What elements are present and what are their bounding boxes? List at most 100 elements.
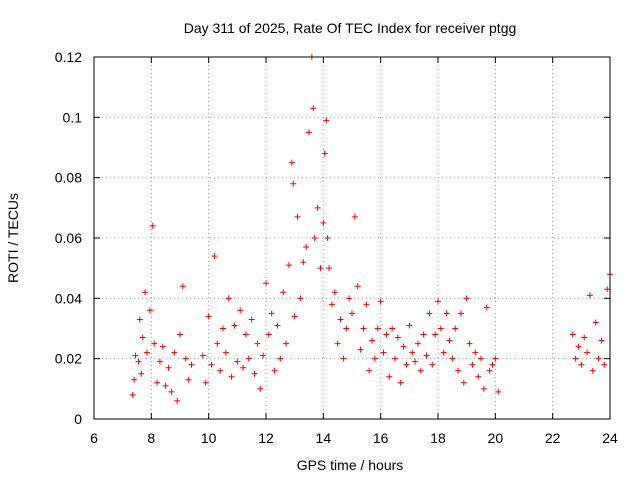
data-point bbox=[263, 280, 269, 287]
data-point bbox=[257, 385, 264, 392]
data-point bbox=[328, 301, 335, 308]
y-tick-label: 0.08 bbox=[55, 170, 82, 186]
x-axis-label: GPS time / hours bbox=[297, 457, 404, 473]
x-tick-label: 18 bbox=[430, 430, 446, 446]
data-point bbox=[592, 319, 599, 326]
data-point bbox=[251, 370, 258, 377]
x-tick-label: 20 bbox=[488, 430, 504, 446]
data-point bbox=[483, 304, 490, 311]
data-point bbox=[228, 373, 235, 380]
data-point bbox=[414, 340, 421, 347]
data-point bbox=[135, 358, 142, 365]
data-point bbox=[297, 295, 304, 302]
data-point bbox=[397, 379, 404, 386]
data-point bbox=[311, 235, 318, 241]
data-point bbox=[271, 367, 278, 374]
data-point bbox=[475, 373, 482, 380]
data-point bbox=[274, 322, 281, 329]
data-point bbox=[575, 343, 582, 350]
data-point bbox=[283, 340, 290, 347]
data-point bbox=[314, 204, 321, 211]
data-point bbox=[211, 253, 218, 260]
data-point bbox=[457, 310, 464, 317]
x-tick-label: 12 bbox=[258, 430, 274, 446]
data-point bbox=[151, 340, 158, 347]
data-point bbox=[303, 244, 310, 251]
y-tick-label: 0.04 bbox=[55, 290, 82, 306]
data-point bbox=[248, 316, 255, 323]
data-point bbox=[403, 361, 410, 368]
data-point bbox=[449, 355, 456, 362]
data-point bbox=[437, 325, 444, 332]
data-point bbox=[205, 313, 212, 320]
data-point bbox=[374, 325, 381, 332]
data-point bbox=[360, 325, 367, 332]
x-tick-label: 24 bbox=[602, 430, 618, 446]
data-point bbox=[168, 388, 175, 395]
data-point bbox=[185, 376, 192, 383]
data-point bbox=[363, 301, 370, 308]
x-tick-label: 10 bbox=[201, 430, 217, 446]
data-point bbox=[300, 259, 307, 266]
data-point bbox=[463, 295, 470, 302]
data-point bbox=[432, 331, 439, 338]
y-tick-label: 0.12 bbox=[55, 49, 82, 65]
data-point bbox=[245, 355, 252, 362]
chart-title: Day 311 of 2025, Rate Of TEC Index for r… bbox=[184, 20, 517, 36]
data-point bbox=[132, 352, 139, 359]
data-point bbox=[217, 367, 224, 374]
data-point bbox=[326, 265, 333, 272]
data-point bbox=[452, 325, 459, 332]
data-point bbox=[334, 340, 341, 347]
data-point bbox=[208, 361, 215, 368]
data-point bbox=[489, 361, 496, 368]
data-point bbox=[426, 310, 433, 317]
data-point bbox=[584, 349, 591, 356]
data-point bbox=[154, 379, 161, 386]
data-point bbox=[310, 105, 317, 112]
data-point bbox=[598, 337, 605, 344]
data-point bbox=[285, 262, 292, 269]
data-point bbox=[340, 355, 347, 362]
data-point bbox=[237, 307, 244, 314]
data-point bbox=[417, 367, 424, 374]
data-point bbox=[460, 379, 467, 386]
data-point bbox=[466, 340, 473, 347]
data-point bbox=[343, 325, 350, 332]
data-point bbox=[162, 382, 169, 389]
axis-ticks bbox=[93, 56, 611, 420]
data-point bbox=[331, 289, 338, 296]
data-point bbox=[394, 334, 401, 341]
data-point bbox=[156, 358, 163, 365]
data-point bbox=[159, 343, 166, 350]
data-point bbox=[604, 286, 611, 293]
data-point bbox=[179, 283, 186, 290]
x-tick-label: 6 bbox=[90, 430, 98, 446]
data-point bbox=[268, 310, 275, 317]
data-point bbox=[288, 159, 295, 166]
data-point bbox=[572, 355, 579, 362]
data-point bbox=[277, 355, 284, 362]
y-tick-label: 0 bbox=[74, 411, 82, 427]
data-point bbox=[472, 349, 479, 356]
data-point bbox=[354, 283, 361, 290]
data-point bbox=[406, 322, 413, 329]
y-axis-label: ROTI / TECUs bbox=[5, 193, 21, 283]
data-point bbox=[254, 340, 261, 347]
data-point bbox=[492, 355, 499, 362]
data-point bbox=[446, 337, 453, 344]
data-point bbox=[291, 313, 298, 320]
data-point bbox=[383, 331, 390, 338]
data-point bbox=[139, 334, 146, 341]
data-point bbox=[214, 340, 221, 347]
grid-lines bbox=[94, 57, 610, 419]
data-point bbox=[202, 379, 209, 386]
data-point bbox=[142, 289, 149, 296]
data-point bbox=[225, 295, 232, 302]
data-points bbox=[129, 54, 613, 404]
data-point bbox=[129, 391, 136, 398]
data-point bbox=[199, 352, 206, 359]
data-point bbox=[171, 349, 178, 356]
